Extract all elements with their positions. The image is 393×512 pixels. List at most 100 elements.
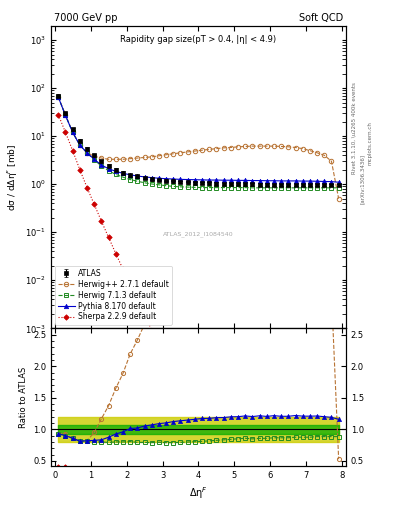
Herwig 7.1.3 default (200, 184, 204, 190)
Pythia 8.170 default (221, 177, 226, 183)
Herwig 7.1.3 default (84, 150, 89, 156)
Pythia 8.170 default (193, 177, 197, 183)
Pythia 8.170 default (214, 177, 219, 183)
Herwig++ 2.7.1 default (300, 145, 305, 152)
Herwig 7.1.3 default (77, 142, 82, 148)
Sherpa 2.2.9 default (178, 386, 183, 392)
Herwig++ 2.7.1 default (56, 94, 61, 100)
Herwig++ 2.7.1 default (114, 156, 118, 162)
Herwig 7.1.3 default (142, 180, 147, 186)
Herwig 7.1.3 default (128, 177, 132, 183)
Pythia 8.170 default (70, 129, 75, 135)
Pythia 8.170 default (293, 178, 298, 184)
Sherpa 2.2.9 default (84, 184, 89, 190)
Herwig 7.1.3 default (171, 183, 176, 189)
Herwig 7.1.3 default (250, 185, 255, 191)
Sherpa 2.2.9 default (121, 266, 125, 272)
Herwig 7.1.3 default (279, 185, 283, 191)
Herwig++ 2.7.1 default (121, 156, 125, 162)
Herwig++ 2.7.1 default (106, 156, 111, 162)
Herwig 7.1.3 default (149, 181, 154, 187)
Herwig++ 2.7.1 default (228, 144, 233, 151)
Sherpa 2.2.9 default (63, 129, 68, 135)
Pythia 8.170 default (250, 178, 255, 184)
Herwig++ 2.7.1 default (336, 196, 341, 202)
Herwig++ 2.7.1 default (221, 145, 226, 151)
Y-axis label: Ratio to ATLAS: Ratio to ATLAS (18, 367, 28, 428)
Herwig 7.1.3 default (257, 185, 262, 191)
Herwig 7.1.3 default (236, 184, 241, 190)
Herwig++ 2.7.1 default (200, 147, 204, 153)
Pythia 8.170 default (92, 156, 97, 162)
Pythia 8.170 default (300, 178, 305, 184)
Sherpa 2.2.9 default (149, 328, 154, 334)
Herwig 7.1.3 default (92, 157, 97, 163)
Sherpa 2.2.9 default (156, 342, 161, 348)
Legend: ATLAS, Herwig++ 2.7.1 default, Herwig 7.1.3 default, Pythia 8.170 default, Sherp: ATLAS, Herwig++ 2.7.1 default, Herwig 7.… (55, 266, 172, 325)
Pythia 8.170 default (272, 178, 276, 184)
Herwig 7.1.3 default (56, 94, 61, 100)
Sherpa 2.2.9 default (135, 296, 140, 303)
Herwig 7.1.3 default (164, 183, 169, 189)
Herwig++ 2.7.1 default (315, 150, 320, 156)
Herwig++ 2.7.1 default (70, 129, 75, 135)
Herwig 7.1.3 default (106, 168, 111, 174)
Herwig++ 2.7.1 default (128, 156, 132, 162)
Herwig++ 2.7.1 default (84, 150, 89, 156)
Herwig 7.1.3 default (228, 184, 233, 190)
Herwig 7.1.3 default (336, 185, 341, 191)
Sherpa 2.2.9 default (99, 218, 104, 224)
Herwig++ 2.7.1 default (63, 112, 68, 118)
X-axis label: Δη$^F$: Δη$^F$ (189, 485, 208, 501)
Pythia 8.170 default (308, 178, 312, 184)
Herwig++ 2.7.1 default (135, 155, 140, 161)
Herwig++ 2.7.1 default (142, 155, 147, 161)
Herwig++ 2.7.1 default (99, 155, 104, 161)
Pythia 8.170 default (164, 176, 169, 182)
Text: Rivet 3.1.10, \u2265 400k events: Rivet 3.1.10, \u2265 400k events (352, 82, 357, 174)
Pythia 8.170 default (149, 175, 154, 181)
Herwig++ 2.7.1 default (272, 143, 276, 149)
Herwig 7.1.3 default (264, 185, 269, 191)
Herwig 7.1.3 default (300, 185, 305, 191)
Pythia 8.170 default (185, 177, 190, 183)
Text: [arXiv:1306.3436]: [arXiv:1306.3436] (360, 154, 365, 204)
Line: Sherpa 2.2.9 default: Sherpa 2.2.9 default (56, 113, 341, 512)
Text: 7000 GeV pp: 7000 GeV pp (54, 13, 118, 23)
Sherpa 2.2.9 default (142, 311, 147, 317)
Herwig++ 2.7.1 default (264, 143, 269, 149)
Pythia 8.170 default (200, 177, 204, 183)
Herwig 7.1.3 default (114, 172, 118, 178)
Pythia 8.170 default (243, 177, 248, 183)
Herwig 7.1.3 default (243, 184, 248, 190)
Text: mcplots.cern.ch: mcplots.cern.ch (367, 121, 373, 165)
Herwig++ 2.7.1 default (193, 148, 197, 154)
Text: Rapidity gap size(pT > 0.4, |η| < 4.9): Rapidity gap size(pT > 0.4, |η| < 4.9) (120, 35, 277, 44)
Herwig 7.1.3 default (207, 184, 211, 190)
Sherpa 2.2.9 default (200, 429, 204, 435)
Pythia 8.170 default (121, 170, 125, 177)
Herwig 7.1.3 default (99, 163, 104, 169)
Pythia 8.170 default (99, 162, 104, 168)
Line: Herwig 7.1.3 default: Herwig 7.1.3 default (56, 95, 341, 190)
Herwig 7.1.3 default (329, 185, 334, 191)
Herwig++ 2.7.1 default (293, 144, 298, 151)
Sherpa 2.2.9 default (193, 414, 197, 420)
Pythia 8.170 default (135, 173, 140, 179)
Sherpa 2.2.9 default (114, 250, 118, 257)
Pythia 8.170 default (114, 168, 118, 175)
Herwig 7.1.3 default (308, 185, 312, 191)
Herwig++ 2.7.1 default (178, 150, 183, 156)
Pythia 8.170 default (257, 178, 262, 184)
Pythia 8.170 default (84, 150, 89, 156)
Sherpa 2.2.9 default (70, 147, 75, 154)
Pythia 8.170 default (156, 175, 161, 181)
Pythia 8.170 default (128, 172, 132, 178)
Herwig++ 2.7.1 default (322, 152, 327, 158)
Pythia 8.170 default (286, 178, 291, 184)
Pythia 8.170 default (322, 178, 327, 184)
Pythia 8.170 default (171, 176, 176, 182)
Pythia 8.170 default (236, 177, 241, 183)
Pythia 8.170 default (228, 177, 233, 183)
Pythia 8.170 default (106, 166, 111, 172)
